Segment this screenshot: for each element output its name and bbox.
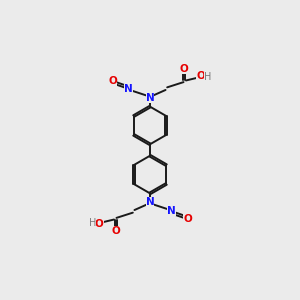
Text: H: H [89,218,96,228]
Text: N: N [146,93,154,103]
Text: O: O [111,226,120,236]
Text: O: O [196,71,205,81]
Text: O: O [180,64,189,74]
Text: H: H [204,72,211,82]
Text: N: N [167,206,176,216]
Text: O: O [95,219,104,229]
Text: N: N [124,84,133,94]
Text: O: O [183,214,192,224]
Text: O: O [108,76,117,86]
Text: N: N [146,197,154,207]
